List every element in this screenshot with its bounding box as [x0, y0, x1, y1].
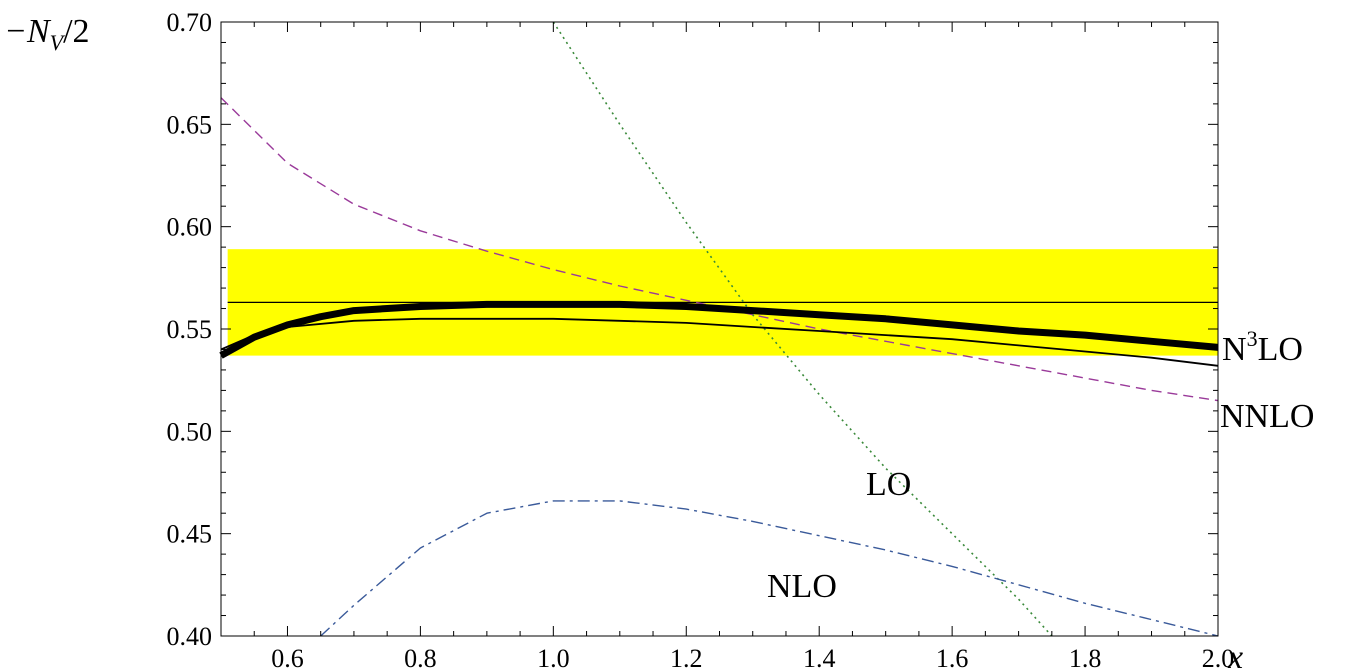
x-tick-label: 2.0	[1202, 644, 1235, 672]
series-label-nnlo: NNLO	[1220, 398, 1314, 435]
y-tick-label: 0.40	[167, 622, 213, 651]
x-tick-label: 1.4	[803, 644, 836, 672]
y-axis-label-main: −N	[4, 13, 52, 50]
series-layer	[219, 21, 1219, 637]
y-axis-label-subscript: V	[50, 30, 66, 55]
x-tick-label: 1.2	[670, 644, 703, 672]
x-tick-label: 1.0	[537, 644, 570, 672]
y-tick-label: 0.50	[167, 417, 213, 446]
y-tick-label: 0.65	[167, 110, 213, 139]
x-tick-label: 0.6	[271, 644, 304, 672]
n3lo-label-tail: LO	[1258, 331, 1303, 368]
x-tick-label: 1.6	[936, 644, 969, 672]
x-tick-label: 1.8	[1069, 644, 1102, 672]
series-label-n3lo: N3LO	[1222, 326, 1303, 368]
series-label-nlo: NLO	[767, 568, 837, 605]
n3lo-label-base: N	[1222, 331, 1247, 368]
x-axis-label: x	[1227, 639, 1243, 672]
y-tick-label: 0.55	[167, 315, 213, 344]
series-line-nlo	[219, 300, 1219, 359]
tick-label-layer: 0.6 0.8 1.0 1.2 1.4 1.6 1.8 2.0 0.40 0.45 0.50 0.55…	[167, 8, 1235, 672]
y-axis-label-tail: /2	[63, 13, 89, 50]
series-line-unlabeled-3	[220, 317, 1219, 367]
y-tick-label: 0.45	[167, 520, 213, 549]
y-axis-label: −NV/2	[4, 13, 90, 55]
y-tick-label: 0.60	[167, 213, 213, 242]
x-tick-label: 0.8	[404, 644, 437, 672]
tick-layer	[220, 21, 1219, 637]
series-label-lo: LO	[866, 466, 911, 503]
n3lo-label-superscript: 3	[1247, 326, 1258, 351]
series-line-nlo	[320, 500, 1219, 637]
y-tick-label: 0.70	[167, 8, 213, 37]
